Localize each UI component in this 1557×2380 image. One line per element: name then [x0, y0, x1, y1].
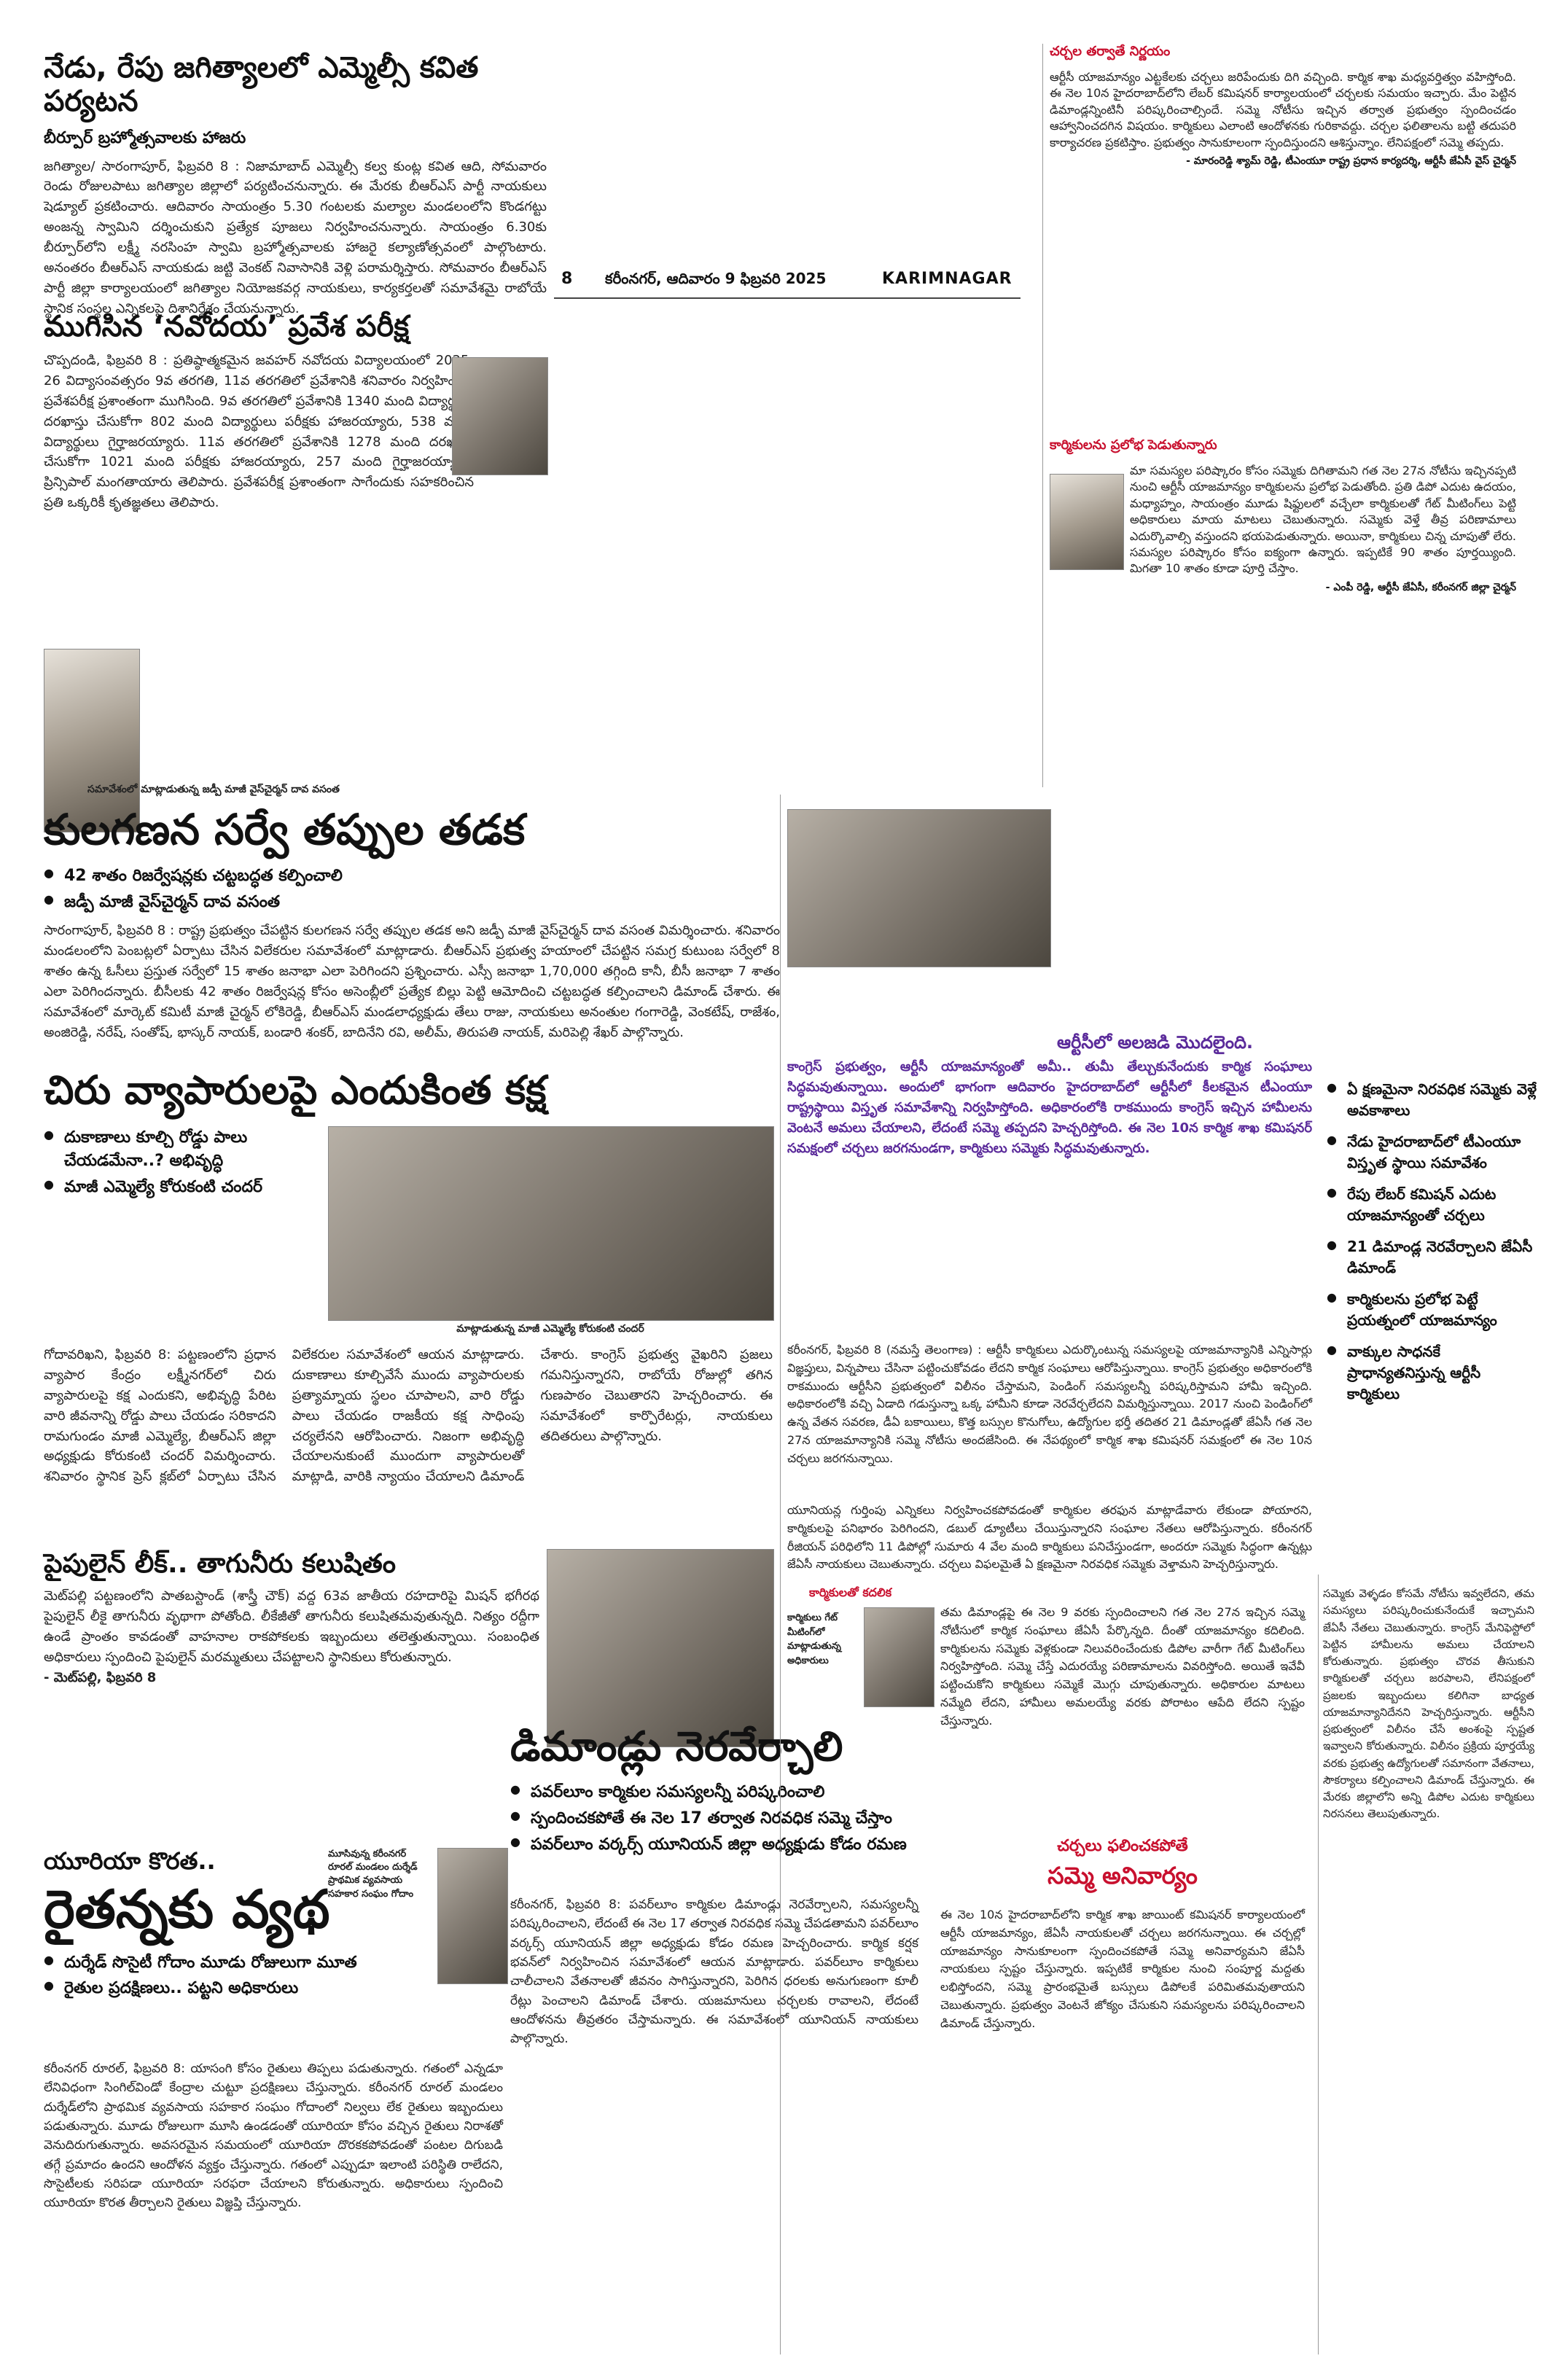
- photo-caption: కార్మికులు గేట్ మీటింగ్‌లో మాట్లాడుతున్న…: [787, 1612, 841, 1666]
- body-text: ఆర్టీసీ యాజమాన్యం ఎట్టకేలకు చర్చలు జరిపే…: [1050, 70, 1516, 149]
- highlight-item: రైతుల ప్రదక్షిణలు.. పట్టని అధికారులు: [44, 1977, 510, 2000]
- headline: డిమాండ్లు నెరవేర్చాలి: [510, 1723, 843, 1771]
- rtc-lead: ఆర్టీసీలో అలజడి మొదలైంది.: [1057, 1031, 1312, 1054]
- highlights-list: ఏ క్షణమైనా నిరవధిక సమ్మెకు వెళ్లే అవకాశా…: [1327, 1079, 1538, 1405]
- korukanti-chander-photo: [328, 1126, 774, 1321]
- highlights-list: పవర్‌లూం కార్మికుల సమస్యలన్నీ పరిష్కరించ…: [510, 1781, 918, 1857]
- traders-highlights: దుకాణాలు కూల్చి రోడ్డు పాలు చేయడమేనా..? …: [44, 1126, 321, 1202]
- body-text: సారంగాపూర్, ఫిబ్రవరి 8 : రాష్ట్ర ప్రభుత్…: [44, 923, 780, 1040]
- highlight-item: రేపు లేబర్ కమిషన్ ఎదుట యాజమాన్యంతో చర్చల…: [1327, 1184, 1538, 1226]
- body-text: గోదావరిఖని, ఫిబ్రవరి 8: పట్టణంలోని ప్రధా…: [44, 1347, 773, 1485]
- story-urea-shortage: యూరియా కొరత.. రైతన్నకు వ్యథ దుర్శేడ్ సొస…: [44, 1848, 510, 2003]
- navodaya-photo: [452, 357, 548, 475]
- pipeline-leak-photo: [547, 1549, 774, 1747]
- page-dateline: కరీంనగర్, ఆదివారం 9 ఫిబ్రవరి 2025: [605, 270, 827, 287]
- highlight-item: పవర్‌లూం కార్మికుల సమస్యలన్నీ పరిష్కరించ…: [510, 1781, 918, 1804]
- highlight-item: పవర్‌లూం వర్కర్స్ యూనియన్ జిల్లా అధ్యక్ష…: [510, 1833, 918, 1857]
- rtc-body-4: ఈ నెల 10న హైదరాబాద్‌లోని కార్మిక శాఖ జాయ…: [940, 1908, 1305, 2030]
- highlight-item: జడ్పీ మాజీ వైస్‌చైర్మన్ దావ వసంత: [44, 891, 780, 914]
- highlight-item: స్పందించకపోతే ఈ నెల 17 తర్వాత నిరవధిక సమ…: [510, 1807, 918, 1830]
- highlight-item: ఏ క్షణమైనా నిరవధిక సమ్మెకు వెళ్లే అవకాశా…: [1327, 1079, 1538, 1121]
- highlights-list: దుకాణాలు కూల్చి రోడ్డు పాలు చేయడమేనా..? …: [44, 1126, 321, 1199]
- headline: నేడు, రేపు జగిత్యాలలో ఎమ్మెల్సీ కవిత పర్…: [44, 51, 479, 118]
- photo-caption: మూసివున్న కరీంనగర్ రూరల్ మండలం దుర్శేడ్ …: [328, 1849, 418, 1900]
- subhead: బీర్పూర్ బ్రహ్మోత్సవాలకు హాజరు: [44, 129, 246, 147]
- rtc-body-2: యూనియన్ల గుర్తింపు ఎన్నికలు నిర్వహించకపో…: [787, 1503, 1312, 1572]
- kicker: చర్చల తర్వాతే నిర్ణయం: [1050, 44, 1171, 59]
- closed-godown-photo: [437, 1848, 508, 1984]
- headline: ముగిసిన ‘నవోదయ’ ప్రవేశ పరీక్ష: [44, 310, 410, 343]
- story-navodaya-exam: ముగిసిన ‘నవోదయ’ ప్రవేశ పరీక్ష చొప్పదండి,…: [44, 310, 539, 513]
- strike-inevitable-box: చర్చలు ఫలించకపోతే సమ్మె అనివార్యం: [940, 1837, 1305, 1895]
- quote-box-talks: చర్చల తర్వాతే నిర్ణయం ఆర్టీసీ యాజమాన్యం …: [1050, 44, 1516, 169]
- headline: చిరు వ్యాపారులపై ఎందుకింత కక్ష: [44, 1067, 547, 1113]
- body-text: కరీంనగర్ రూరల్, ఫిబ్రవరి 8: యాసంగి కోసం …: [44, 2061, 503, 2211]
- body-text: మెట్‌పల్లి పట్టణంలోని పాతబస్టాండ్ (శాస్త…: [44, 1588, 539, 1666]
- edition-name: KARIMNAGAR: [882, 270, 1012, 288]
- highlight-item: నేడు హైదరాబాద్‌లో టీఎంయూ విస్తృత స్థాయి …: [1327, 1131, 1538, 1174]
- kadalika-title: కార్మికులతో కదలిక: [809, 1585, 892, 1599]
- highlights-list: దుర్శేడ్ సొసైటీ గోదాం మూడు రోజులుగా మూత …: [44, 1951, 510, 2001]
- highlight-item: మాజీ ఎమ్మెల్యే కోరుకంటి చందర్: [44, 1176, 321, 1199]
- rtc-body-5: సమ్మెకు వెళ్ళడం కోసమే నోటీసు ఇవ్వలేదని, …: [1323, 1587, 1534, 1821]
- rtc-side-highlights: ఏ క్షణమైనా నిరవధిక సమ్మెకు వెళ్లే అవకాశా…: [1327, 1079, 1538, 1415]
- column-rule: [1318, 1575, 1319, 2354]
- signature: - మారంరెడ్డి శ్యామ్ రెడ్డి, టీఎంయూ రాష్ట…: [1186, 155, 1516, 167]
- headline: రైతన్నకు వ్యథ: [44, 1878, 330, 1940]
- story-caste-survey: కులగణన సర్వే తప్పుల తడక 42 శాతం రిజర్వేష…: [44, 805, 780, 1043]
- highlight-item: 42 శాతం రిజర్వేషన్లకు చట్టబద్ధత కల్పించా…: [44, 865, 780, 888]
- highlight-item: దుర్శేడ్ సొసైటీ గోదాం మూడు రోజులుగా మూత: [44, 1951, 510, 1975]
- story-pipeline-leak: పైపులైన్ లీక్.. తాగునీరు కలుషితం మెట్‌పల…: [44, 1549, 539, 1688]
- highlight-item: దుకాణాలు కూల్చి రోడ్డు పాలు చేయడమేనా..? …: [44, 1126, 321, 1173]
- signature: - ఎంపీ రెడ్డి, ఆర్టీసీ జేఏసీ, కరీంనగర్ జ…: [1325, 581, 1516, 593]
- highlight-item: 21 డిమాండ్ల నెరవేర్చాలని జేఏసీ డిమాండ్: [1327, 1236, 1538, 1279]
- body-text: జగిత్యాల/ సారంగాపూర్, ఫిబ్రవరి 8 : నిజామ…: [44, 158, 547, 316]
- gate-meeting-photo: [864, 1607, 934, 1707]
- column-rule: [780, 795, 781, 2354]
- headline-small: యూరియా కొరత..: [44, 1847, 216, 1875]
- lead-text: కాంగ్రెస్ ప్రభుత్వం, ఆర్టీసీ యాజమాన్యంతో…: [787, 1059, 1312, 1156]
- jac-leader-photo: [1050, 474, 1124, 570]
- story-kavitha-tour: నేడు, రేపు జగిత్యాలలో ఎమ్మెల్సీ కవిత పర్…: [44, 51, 547, 319]
- kicker: చర్చలు ఫలించకపోతే: [1057, 1837, 1188, 1855]
- body-text: మా సమస్యల పరిష్కారం కోసం సమ్మెకు దిగితామ…: [1130, 464, 1516, 576]
- header-rule: [554, 297, 1021, 299]
- dava-vasantha-photo: [44, 649, 140, 832]
- kicker: కార్మికులను ప్రలోభ పెడుతున్నారు: [1050, 437, 1217, 453]
- rtc-body-3: తమ డిమాండ్లపై ఈ నెల 9 వరకు స్పందించాలని …: [940, 1605, 1305, 1728]
- story-powerloom-demands: డిమాండ్లు నెరవేర్చాలి పవర్‌లూం కార్మికుల…: [510, 1723, 918, 1860]
- headline: సమ్మె అనివార్యం: [1047, 1862, 1198, 1889]
- story-small-traders: చిరు వ్యాపారులపై ఎందుకింత కక్ష: [44, 1067, 780, 1113]
- lead-headline: ఆర్టీసీలో అలజడి మొదలైంది.: [1057, 1032, 1254, 1053]
- highlight-item: కార్మికులను ప్రలోభ పెట్టే ప్రయత్నంలో యాజ…: [1327, 1289, 1538, 1331]
- rtc-body-1: కరీంనగర్, ఫిబ్రవరి 8 (నమస్తే తెలంగాణ) : …: [787, 1343, 1312, 1465]
- dateline: - మెట్‌పల్లి, ఫిబ్రవరి 8: [44, 1669, 157, 1685]
- highlight-item: వాక్కుల సాధనకే ప్రాధాన్యతనిస్తున్న ఆర్టీ…: [1327, 1341, 1538, 1405]
- photo-caption: మాట్లాడుతున్న మాజీ ఎమ్మెల్యే కోరుకంటి చం…: [456, 1323, 644, 1335]
- rtc-bus-photo: [787, 809, 1051, 967]
- highlights-list: 42 శాతం రిజర్వేషన్లకు చట్టబద్ధత కల్పించా…: [44, 865, 780, 914]
- headline: కులగణన సర్వే తప్పుల తడక: [44, 805, 526, 854]
- column-rule: [1042, 44, 1043, 787]
- body-text: చొప్పదండి, ఫిబ్రవరి 8 : ప్రతిష్ఠాత్మకమైన…: [44, 353, 474, 511]
- quote-box-lure: కార్మికులను ప్రలోభ పెడుతున్నారు మా సమస్య…: [1050, 437, 1516, 596]
- page-number: 8: [561, 270, 573, 288]
- headline: పైపులైన్ లీక్.. తాగునీరు కలుషితం: [44, 1549, 397, 1579]
- photo-caption: సమావేశంలో మాట్లాడుతున్న జడ్పీ మాజీ వైస్‌…: [87, 784, 340, 795]
- body-text: కరీంనగర్, ఫిబ్రవరి 8: పవర్‌లూం కార్మికుల…: [510, 1897, 918, 2047]
